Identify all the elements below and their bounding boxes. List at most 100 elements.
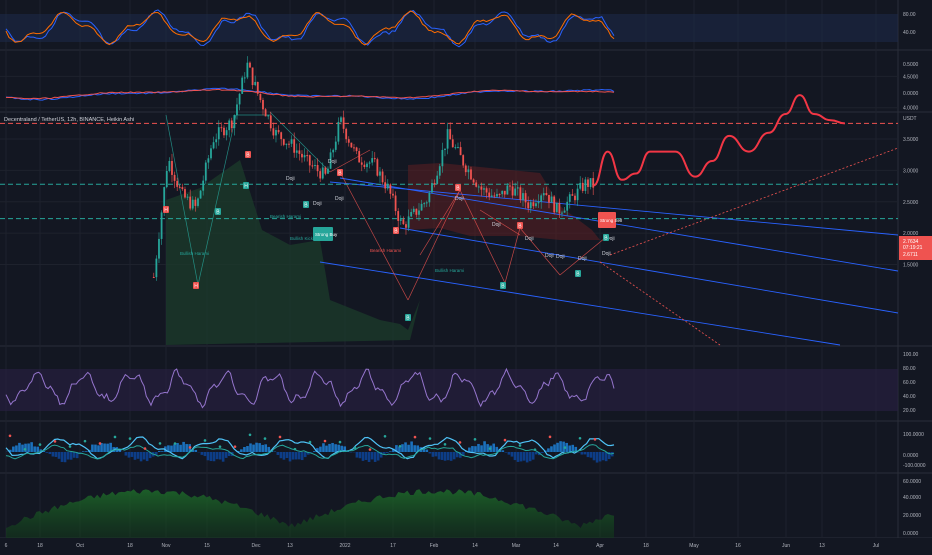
candle-body: [392, 194, 394, 196]
candle-body: [584, 179, 586, 190]
candle-body: [519, 187, 521, 200]
wave-dot: [279, 436, 282, 439]
candle-body: [587, 179, 589, 187]
wave-bar: [55, 452, 58, 457]
candle-body: [582, 183, 584, 191]
candle-body: [200, 191, 202, 199]
candle-body: [428, 193, 430, 203]
candle-body: [345, 129, 347, 139]
wave-bar: [246, 446, 249, 452]
signal-label: Bearish Harami: [270, 214, 301, 219]
candle-body: [259, 94, 261, 100]
wave-bar: [280, 452, 283, 458]
wave-bar: [508, 452, 511, 455]
wave-bar: [30, 442, 33, 452]
wave-bar: [277, 452, 280, 455]
wave-bar: [103, 444, 106, 452]
axis-tick-label: 4.0000: [903, 106, 919, 112]
candle-body: [174, 175, 176, 181]
candle-body: [249, 63, 251, 68]
wave-bar: [70, 452, 73, 460]
candle-body: [158, 239, 160, 259]
candle-body: [579, 183, 581, 189]
wave-bar: [33, 446, 36, 452]
candle-body: [317, 165, 319, 171]
wave-dot: [264, 437, 267, 440]
time-axis-label: 18: [37, 543, 43, 549]
rsi-pane: [0, 369, 898, 411]
wave-dot: [339, 441, 342, 444]
candle-body: [184, 189, 186, 197]
wave-dot: [459, 441, 462, 444]
candle-body: [548, 195, 550, 203]
wave-bar: [535, 452, 538, 454]
candle-body: [374, 158, 376, 159]
candle-body: [444, 149, 446, 150]
wave-dot: [39, 443, 42, 446]
pattern-label: Doji: [602, 251, 611, 257]
candle-body: [278, 130, 280, 132]
axis-tick-label: 100.00: [903, 352, 919, 358]
wave-bar: [389, 451, 392, 452]
marker-letter: H: [194, 284, 198, 290]
price-axis[interactable]: 80.0040.000.50000.0000USDT4.50004.00003.…: [899, 12, 932, 537]
wave-bar: [495, 447, 498, 452]
candle-body: [483, 188, 485, 189]
candle-body: [369, 163, 371, 164]
candle-body: [465, 165, 467, 172]
wave-dot: [174, 442, 177, 445]
wave-bar: [67, 452, 70, 460]
time-axis-label: Jun: [782, 543, 790, 549]
wave-bar: [541, 452, 544, 453]
wave-bar: [298, 452, 301, 459]
wave-dot: [159, 442, 162, 445]
candle-body: [590, 178, 592, 187]
candle-body: [418, 210, 420, 214]
candle-body: [379, 171, 381, 175]
wave-bar: [523, 452, 526, 461]
candle-body: [257, 82, 259, 94]
candle-body: [387, 184, 389, 188]
wave-bar: [170, 446, 173, 452]
candle-body: [301, 154, 303, 157]
candle-body: [384, 182, 386, 188]
candle-body: [402, 219, 404, 224]
time-axis-label: 2022: [339, 543, 350, 549]
wave-bar: [401, 444, 404, 452]
macd-pane: [6, 88, 614, 100]
wave-trend-pane: [6, 434, 614, 463]
candle-body: [189, 197, 191, 209]
candle-body: [421, 204, 423, 211]
candle-body: [205, 163, 207, 181]
wave-dot: [444, 443, 447, 446]
candle-body: [447, 129, 449, 148]
axis-tick-label: 80.00: [903, 366, 916, 372]
wave-bar: [471, 446, 474, 452]
candle-body: [558, 203, 560, 214]
wave-bar: [21, 445, 24, 452]
wave-bar: [185, 444, 188, 452]
pattern-line: [505, 228, 520, 283]
wave-bar: [131, 452, 134, 457]
wave-dot: [309, 441, 312, 444]
candle-body: [470, 169, 472, 179]
wave-bar: [410, 441, 413, 452]
wave-bar: [505, 452, 508, 453]
wave-bar: [173, 444, 176, 452]
candle-body: [179, 187, 181, 188]
wave-bar: [213, 452, 216, 461]
wave-dot: [324, 440, 327, 443]
wave-bar: [134, 452, 137, 460]
candle-body: [285, 144, 287, 145]
wave-bar: [73, 452, 76, 458]
candle-body: [545, 193, 547, 195]
candle-body: [166, 171, 168, 187]
pattern-label: Doji: [335, 196, 344, 202]
wave-bar: [587, 452, 590, 457]
axis-tick-label: 1.5000: [903, 262, 919, 268]
axis-tick-label: 3.5000: [903, 137, 919, 143]
candle-body: [236, 104, 238, 115]
wave-dot: [549, 436, 552, 439]
